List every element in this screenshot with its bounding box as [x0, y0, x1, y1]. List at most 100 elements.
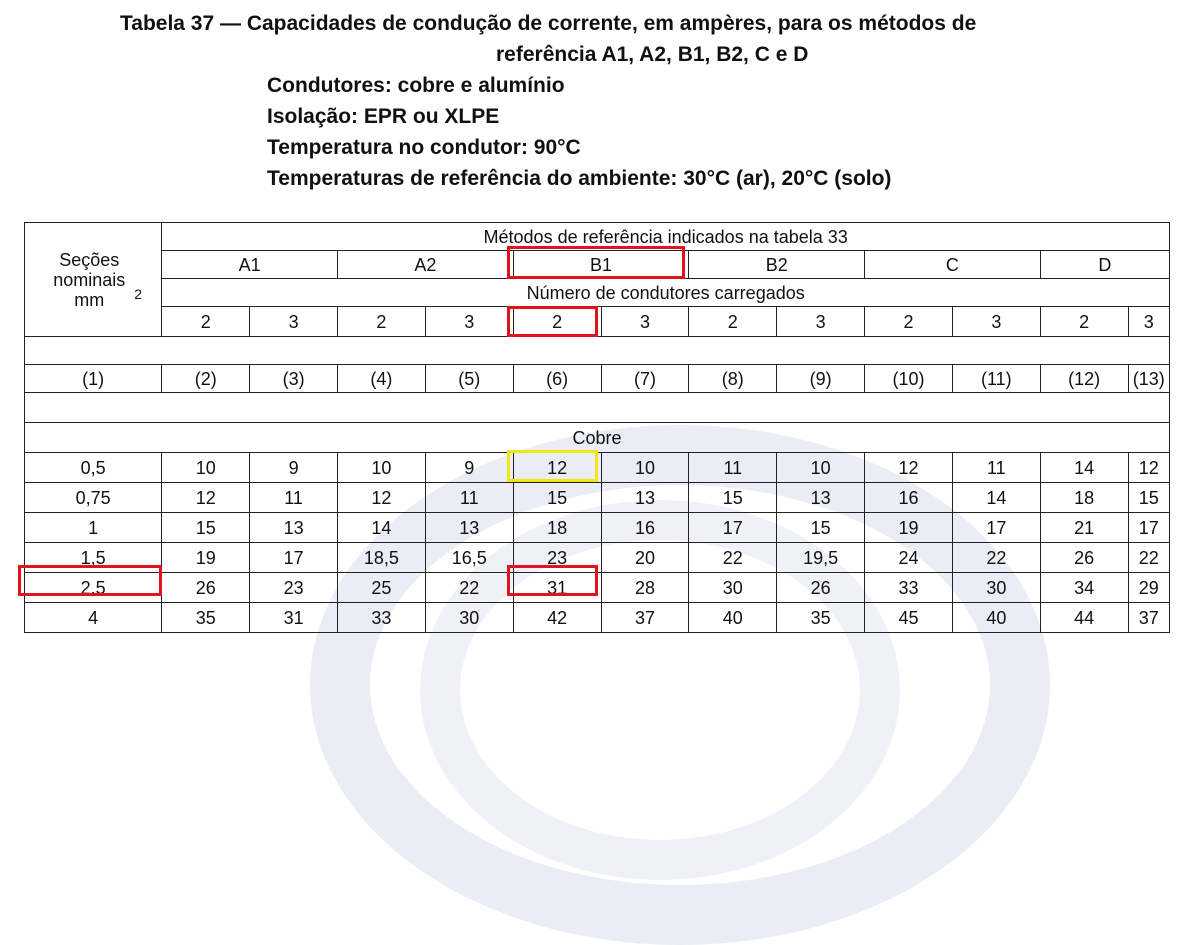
ampacity-cell: 15 — [776, 512, 866, 543]
ampacity-cell: 19 — [864, 512, 953, 543]
caption-temperatura-ambiente: Temperaturas de referência do ambiente: … — [267, 167, 892, 190]
ampacity-cell: 11 — [951, 452, 1041, 483]
conductor-count-cell: 3 — [424, 306, 514, 337]
method-header-d: D — [1039, 250, 1171, 279]
ampacity-cell: 12 — [1127, 452, 1171, 483]
ampacity-cell: 33 — [337, 602, 426, 633]
conductor-count-cell: 2 — [688, 306, 778, 337]
ampacity-cell: 17 — [1127, 512, 1171, 543]
column-number-cell: (1) — [23, 364, 163, 393]
table-row: 0,75 12 11 12 11 15 13 15 13 16 14 18 15 — [23, 482, 1171, 513]
section-cell: 1 — [23, 512, 163, 543]
ampacity-cell: 17 — [688, 512, 778, 543]
caption-temperatura-condutor: Temperatura no condutor: 90°C — [267, 136, 581, 159]
column-number-cell: (5) — [424, 364, 514, 393]
blank-row — [24, 336, 1170, 365]
condutores-header: Número de condutores carregados — [161, 278, 1170, 307]
ampacity-cell: 42 — [512, 602, 602, 633]
ampacity-cell: 29 — [1127, 572, 1171, 603]
method-header-b2: B2 — [688, 250, 866, 279]
ampacity-cell: 15 — [161, 512, 251, 543]
ampacity-cell: 12 — [161, 482, 251, 513]
ampacity-cell: 35 — [776, 602, 866, 633]
table-row: 0,5 10 9 10 9 12 10 11 10 12 11 14 12 — [23, 452, 1171, 483]
ampacity-cell: 14 — [1039, 452, 1129, 483]
ampacity-cell: 9 — [424, 452, 514, 483]
ampacity-cell: 22 — [688, 542, 778, 573]
ampacity-cell: 30 — [424, 602, 514, 633]
conductor-count-cell: 3 — [951, 306, 1041, 337]
conductor-count-cell: 2 — [161, 306, 251, 337]
ampacity-cell: 30 — [951, 572, 1041, 603]
ampacity-cell: 16,5 — [424, 542, 514, 573]
ampacity-cell: 18 — [512, 512, 602, 543]
column-number-cell: (3) — [249, 364, 338, 393]
table-caption-title-cont: referência A1, A2, B1, B2, C e D — [496, 43, 809, 66]
metodos-header: Métodos de referência indicados na tabel… — [161, 222, 1170, 251]
table-row: 1 15 13 14 13 18 16 17 15 19 17 21 17 — [23, 512, 1171, 543]
method-header-c: C — [864, 250, 1041, 279]
secoes-header: Seções nominais mm — [53, 249, 126, 310]
table-caption-title: Tabela 37 — Capacidades de condução de c… — [120, 12, 977, 35]
ampacity-cell: 21 — [1039, 512, 1129, 543]
ampacity-cell: 40 — [951, 602, 1041, 633]
secoes-header-sup: 2 — [134, 285, 143, 302]
ampacity-cell: 19 — [161, 542, 251, 573]
ampacity-cell: 40 — [688, 602, 778, 633]
ampacity-cell: 23 — [512, 542, 602, 573]
column-number-cell: (8) — [688, 364, 778, 393]
ampacity-cell: 31 — [249, 602, 338, 633]
ampacity-cell: 11 — [424, 482, 514, 513]
section-cell: 0,5 — [23, 452, 163, 483]
ampacity-cell: 9 — [249, 452, 338, 483]
method-header-a1: A1 — [161, 250, 338, 279]
ampacity-cell: 31 — [512, 572, 602, 603]
table-row: 2,5 26 23 25 22 31 28 30 26 33 30 34 29 — [23, 572, 1171, 603]
ampacity-cell: 10 — [776, 452, 866, 483]
column-number-cell: (11) — [951, 364, 1041, 393]
conductor-count-cell: 3 — [249, 306, 338, 337]
column-number-cell: (10) — [864, 364, 953, 393]
ampacity-cell: 23 — [249, 572, 338, 603]
ampacity-cell: 34 — [1039, 572, 1129, 603]
ampacity-cell: 17 — [249, 542, 338, 573]
capacity-table: Seções nominais mm 2 Métodos de referênci… — [23, 222, 1171, 633]
method-header-a2: A2 — [337, 250, 514, 279]
conductor-count-cell: 3 — [776, 306, 866, 337]
ampacity-cell: 37 — [600, 602, 690, 633]
ampacity-cell: 10 — [337, 452, 426, 483]
blank-row — [24, 392, 1170, 423]
ampacity-cell: 22 — [951, 542, 1041, 573]
ampacity-cell: 26 — [776, 572, 866, 603]
conductor-count-cell: 3 — [1127, 306, 1171, 337]
section-title-cobre: Cobre — [24, 422, 1170, 453]
ampacity-cell: 18 — [1039, 482, 1129, 513]
ampacity-cell: 45 — [864, 602, 953, 633]
ampacity-cell: 12 — [512, 452, 602, 483]
section-cell: 0,75 — [23, 482, 163, 513]
ampacity-cell: 26 — [1039, 542, 1129, 573]
ampacity-cell: 10 — [161, 452, 251, 483]
ampacity-cell: 17 — [951, 512, 1041, 543]
section-cell: 1,5 — [23, 542, 163, 573]
ampacity-cell: 22 — [424, 572, 514, 603]
ampacity-cell: 16 — [864, 482, 953, 513]
ampacity-cell: 33 — [864, 572, 953, 603]
ampacity-cell: 22 — [1127, 542, 1171, 573]
column-number-cell: (4) — [337, 364, 426, 393]
conductor-count-cell: 2 — [337, 306, 426, 337]
conductor-count-cell: 2 — [864, 306, 953, 337]
column-number-cell: (6) — [512, 364, 602, 393]
ampacity-cell: 44 — [1039, 602, 1129, 633]
ampacity-cell: 14 — [951, 482, 1041, 513]
ampacity-cell: 15 — [1127, 482, 1171, 513]
column-number-cell: (2) — [161, 364, 251, 393]
conductor-count-cell: 2 — [1039, 306, 1129, 337]
conductor-count-cell: 2 — [512, 306, 602, 337]
ampacity-cell: 13 — [776, 482, 866, 513]
column-number-cell: (7) — [600, 364, 690, 393]
ampacity-cell: 13 — [424, 512, 514, 543]
caption-condutores: Condutores: cobre e alumínio — [267, 74, 565, 97]
ampacity-cell: 25 — [337, 572, 426, 603]
table-row: 1,5 19 17 18,5 16,5 23 20 22 19,5 24 22 26 22 — [23, 542, 1171, 573]
